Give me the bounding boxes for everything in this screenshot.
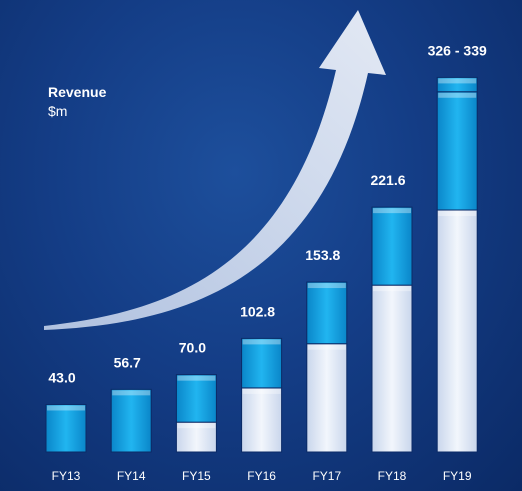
data-label-fy18: 221.6 xyxy=(370,172,405,188)
bar-fy16-mid xyxy=(241,337,283,389)
bar-highlight xyxy=(177,423,216,429)
bar-highlight xyxy=(47,405,85,411)
data-label-fy19: 326 - 339 xyxy=(428,42,487,58)
bar-fy18-base xyxy=(371,284,413,453)
bar-fy13-mid xyxy=(45,403,87,453)
chart-title: Revenue xyxy=(48,84,107,100)
bar-fy19-range xyxy=(436,76,478,93)
data-label-fy15: 70.0 xyxy=(179,340,206,356)
bar-highlight xyxy=(307,283,346,289)
bar-highlight xyxy=(373,208,411,214)
bar-fy14-mid xyxy=(110,388,152,453)
x-tick-fy16: FY16 xyxy=(247,469,276,483)
bar-highlight xyxy=(112,390,151,396)
bar-fy17-base xyxy=(306,343,348,453)
x-tick-fy19: FY19 xyxy=(443,469,472,483)
bar-fy19-base xyxy=(436,209,478,453)
bar-fy15-mid xyxy=(175,374,217,423)
bar-fy19-mid xyxy=(436,91,478,211)
bar-highlight xyxy=(242,339,281,345)
x-tick-fy17: FY17 xyxy=(312,469,341,483)
bar-highlight xyxy=(177,375,216,381)
growth-arrow xyxy=(44,10,386,330)
bar-fy17-mid xyxy=(306,281,348,345)
data-label-fy14: 56.7 xyxy=(114,354,141,370)
data-label-fy17: 153.8 xyxy=(305,247,340,263)
data-label-fy16: 102.8 xyxy=(240,303,275,319)
bar-highlight xyxy=(438,78,477,84)
x-tick-fy18: FY18 xyxy=(378,469,407,483)
bar-highlight xyxy=(438,211,477,217)
x-tick-fy15: FY15 xyxy=(182,469,211,483)
bar-fy16-base xyxy=(241,387,283,453)
x-tick-fy13: FY13 xyxy=(52,469,81,483)
bar-highlight xyxy=(373,286,411,292)
x-tick-fy14: FY14 xyxy=(117,469,146,483)
data-label-fy13: 43.0 xyxy=(48,369,75,385)
bar-highlight xyxy=(242,388,281,394)
y-axis-unit: $m xyxy=(48,103,68,119)
bar-fy18-mid xyxy=(371,206,413,286)
bar-highlight xyxy=(438,92,477,98)
bar-highlight xyxy=(307,344,346,350)
